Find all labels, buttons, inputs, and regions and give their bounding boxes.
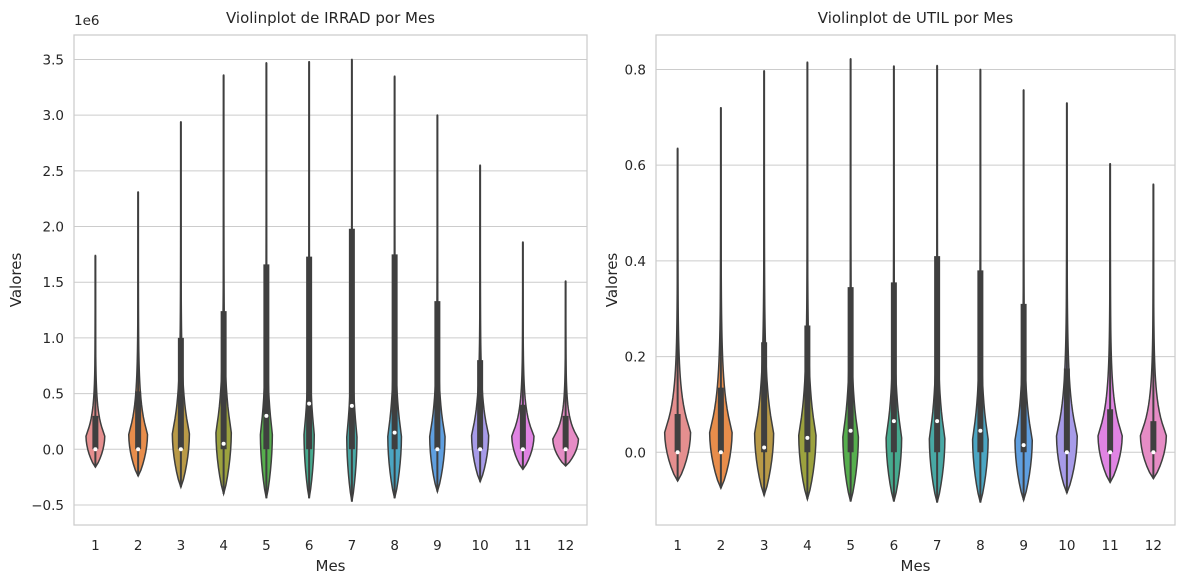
violin-median <box>1151 450 1156 455</box>
y-tick-label: 0.2 <box>625 350 646 366</box>
violin-median <box>978 428 983 433</box>
violin-median <box>136 447 141 452</box>
y-tick-label: −0.5 <box>31 498 64 514</box>
violins <box>663 58 1168 503</box>
x-tick-label: 12 <box>557 538 574 554</box>
violin-median <box>848 428 853 433</box>
violin-median <box>935 419 940 424</box>
x-tick-label: 6 <box>890 538 899 554</box>
x-tick-label: 9 <box>1019 538 1028 554</box>
violin-median <box>675 450 680 455</box>
x-tick-label: 9 <box>433 538 442 554</box>
x-tick-label: 5 <box>262 538 271 554</box>
violin-median <box>221 441 226 446</box>
x-tick-label: 2 <box>134 538 143 554</box>
y-tick-label: 1.5 <box>43 275 64 291</box>
violin-median <box>1064 450 1069 455</box>
x-tick-label: 2 <box>717 538 726 554</box>
violin-median <box>1021 443 1026 448</box>
y-tick-labels: 0.0 0.2 0.4 0.6 0.8 <box>625 62 646 461</box>
x-axis-label: Mes <box>901 557 931 575</box>
x-tick-label: 1 <box>91 538 100 554</box>
plot-frame <box>73 34 588 526</box>
plot-frame <box>655 34 1176 526</box>
y-gridlines <box>74 59 587 506</box>
y-tick-label: 0.0 <box>625 445 646 461</box>
violins <box>85 58 580 502</box>
violin-median <box>718 450 723 455</box>
violin-median <box>478 447 483 452</box>
x-tick-label: 7 <box>348 538 357 554</box>
x-tick-label: 12 <box>1145 538 1162 554</box>
x-tick-label: 1 <box>673 538 682 554</box>
x-axis-label: Mes <box>316 557 346 575</box>
violin-median <box>520 447 525 452</box>
y-axis-label: Valores <box>7 253 25 308</box>
x-tick-label: 4 <box>803 538 812 554</box>
y-tick-label: 0.0 <box>43 442 64 458</box>
violin-median <box>762 445 767 450</box>
x-tick-label: 3 <box>760 538 769 554</box>
y-tick-label: 1.0 <box>43 331 64 347</box>
x-tick-label: 5 <box>846 538 855 554</box>
violin-median <box>1108 450 1113 455</box>
y-tick-label: 0.8 <box>625 62 646 78</box>
violin-median <box>563 447 568 452</box>
x-tick-label: 10 <box>472 538 489 554</box>
x-tick-label: 10 <box>1058 538 1075 554</box>
violin-median <box>349 403 354 408</box>
y-tick-label: 3.5 <box>43 53 64 69</box>
violin-median <box>392 430 397 435</box>
x-tick-label: 7 <box>933 538 942 554</box>
x-tick-label: 6 <box>305 538 314 554</box>
chart-title: Violinplot de UTIL por Mes <box>818 9 1014 27</box>
y-tick-label: 0.5 <box>43 387 64 403</box>
x-tick-labels: 1 2 3 4 5 6 7 8 9 10 11 12 <box>91 538 574 554</box>
y-tick-labels: −0.5 0.0 0.5 1.0 1.5 2.0 2.5 3.0 3.5 <box>31 53 64 514</box>
y-tick-label: 0.4 <box>625 254 646 270</box>
chart-title: Violinplot de IRRAD por Mes <box>226 9 435 27</box>
x-tick-label: 3 <box>177 538 186 554</box>
x-tick-label: 11 <box>514 538 531 554</box>
y-tick-label: 0.6 <box>625 158 646 174</box>
util-violin-panel: 0.00.20.40.60.8 1 2 3 4 5 6 7 8 9 10 11 12 Violinpl… <box>603 9 1176 575</box>
y-tick-label: 2.5 <box>43 164 64 180</box>
violin-median <box>93 447 98 452</box>
violin-median <box>805 435 810 440</box>
y-axis-label: Valores <box>603 253 621 308</box>
violin-median <box>891 419 896 424</box>
irrad-violin-panel: −0.50.00.51.01.52.02.53.03.5 1 2 3 4 5 6 7 8 9 10… <box>7 9 588 575</box>
y-tick-label: 3.0 <box>43 108 64 124</box>
violin-median <box>178 447 183 452</box>
x-tick-label: 4 <box>219 538 228 554</box>
y-gridlines <box>656 68 1175 453</box>
x-tick-labels: 1 2 3 4 5 6 7 8 9 10 11 12 <box>673 538 1162 554</box>
y-offset-label: 1e6 <box>74 13 99 29</box>
violin-median <box>307 401 312 406</box>
violin-median <box>264 413 269 418</box>
x-tick-label: 8 <box>976 538 985 554</box>
y-tick-label: 2.0 <box>43 220 64 236</box>
x-tick-label: 8 <box>390 538 399 554</box>
violin-median <box>435 447 440 452</box>
x-tick-label: 11 <box>1102 538 1119 554</box>
